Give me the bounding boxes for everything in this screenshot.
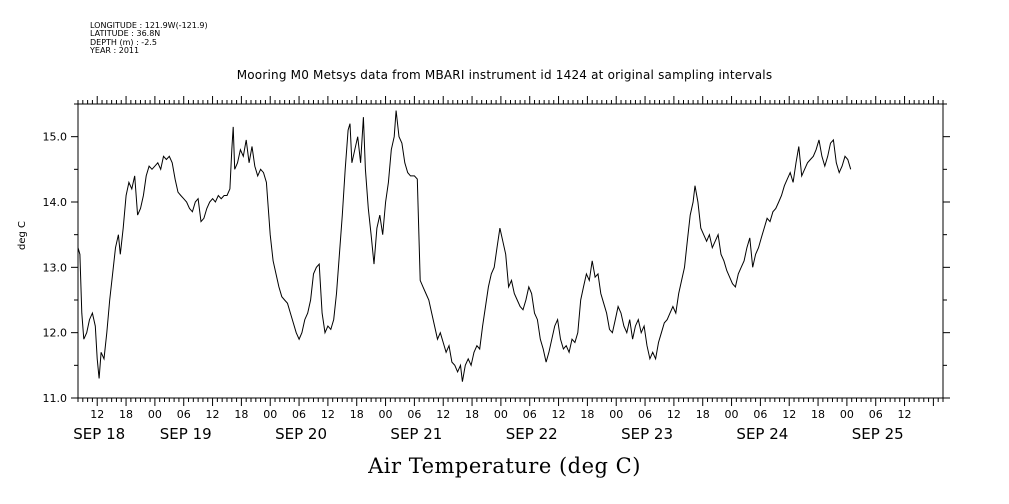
x-tick-label: 12 (552, 408, 566, 421)
x-tick-label: 06 (523, 408, 537, 421)
x-tick-label: 00 (379, 408, 393, 421)
x-tick-label: 18 (465, 408, 479, 421)
x-day-label: SEP 20 (275, 425, 327, 443)
x-tick-label: 18 (696, 408, 710, 421)
axes: 11.0 12.0 13.0 14.0 15.0 12 18 00 06 12 18 00 06 12 18… (43, 96, 950, 443)
plot-frame (77, 103, 944, 399)
x-day-label: SEP 24 (736, 425, 788, 443)
y-tick-label: 13.0 (43, 261, 68, 274)
x-tick-label: 12 (898, 408, 912, 421)
x-tick-label: 00 (494, 408, 508, 421)
x-tick-label: 12 (321, 408, 335, 421)
x-day-label: SEP 21 (390, 425, 442, 443)
x-tick-label: 18 (350, 408, 364, 421)
series-line (77, 110, 852, 382)
y-tick-label: 11.0 (43, 392, 68, 405)
x-tick-label: 00 (840, 408, 854, 421)
chart-title: Mooring M0 Metsys data from MBARI instru… (236, 68, 773, 82)
x-tick-label: 18 (811, 408, 825, 421)
x-tick-label: 00 (148, 408, 162, 421)
x-tick-label: 12 (436, 408, 450, 421)
x-tick-label: 00 (609, 408, 623, 421)
x-tick-label: 06 (638, 408, 652, 421)
x-day-label: SEP 25 (852, 425, 904, 443)
x-tick-label: 18 (234, 408, 248, 421)
year-text: YEAR : 2011 (90, 46, 140, 56)
x-tick-label: 00 (263, 408, 277, 421)
depth-text: DEPTH (m) : -2.5 (90, 37, 157, 47)
x-tick-label: 06 (292, 408, 306, 421)
y-tick-label: 15.0 (43, 131, 68, 144)
metadata-block: LONGITUDE : 121.9W(-121.9) LATITUDE : 36… (90, 21, 208, 56)
latitude-text: LATITUDE : 36.8N (90, 29, 161, 39)
x-day-label: SEP 22 (506, 425, 558, 443)
x-day-label: SEP 19 (160, 425, 212, 443)
x-tick-label: 12 (667, 408, 681, 421)
x-day-label: SEP 23 (621, 425, 673, 443)
x-tick-label: 06 (177, 408, 191, 421)
x-tick-label: 18 (580, 408, 594, 421)
x-tick-label: 12 (206, 408, 220, 421)
x-tick-label: 06 (753, 408, 767, 421)
x-tick-label: 12 (90, 408, 104, 421)
x-tick-label: 00 (725, 408, 739, 421)
longitude-text: LONGITUDE : 121.9W(-121.9) (90, 21, 208, 30)
x-tick-label: 18 (119, 408, 133, 421)
x-tick-label: 06 (407, 408, 421, 421)
x-day-label: SEP 18 (73, 425, 125, 443)
x-axis-label: Air Temperature (deg C) (368, 454, 641, 478)
x-tick-label: 12 (782, 408, 796, 421)
y-tick-label: 12.0 (43, 327, 68, 340)
x-tick-label: 06 (869, 408, 883, 421)
y-tick-label: 14.0 (43, 196, 68, 209)
